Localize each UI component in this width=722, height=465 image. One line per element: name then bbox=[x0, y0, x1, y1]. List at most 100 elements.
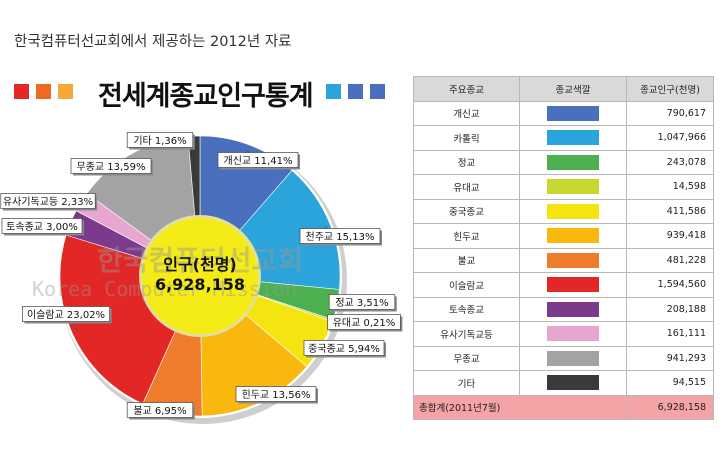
title-square-left-1 bbox=[14, 84, 29, 99]
color-swatch-cell bbox=[519, 174, 627, 200]
title-square-left-2 bbox=[36, 84, 51, 99]
total-value: 6,928,158 bbox=[626, 394, 714, 420]
color-swatch bbox=[547, 350, 599, 366]
color-swatch bbox=[547, 105, 599, 121]
religion-name: 기타 bbox=[413, 370, 520, 396]
color-swatch bbox=[547, 277, 599, 293]
religion-name: 무종교 bbox=[413, 345, 520, 371]
callout-box bbox=[126, 132, 194, 148]
page-caption: 한국컴퓨터선교회에서 제공하는 2012년 자료 bbox=[14, 34, 292, 50]
color-swatch-cell bbox=[519, 125, 627, 151]
table-row: 이슬람교 1,594,560 bbox=[413, 272, 714, 298]
population-value: 939,418 bbox=[626, 223, 714, 249]
table-header-population: 종교인구(천명) bbox=[626, 76, 714, 102]
table-header-row: 주요종교 종교색깔 종교인구(천명) bbox=[413, 76, 714, 102]
table-header-religion: 주요종교 bbox=[413, 76, 520, 102]
title-square-left-3 bbox=[58, 84, 73, 99]
slice-label: 불교 6,95% bbox=[133, 405, 186, 417]
religion-name: 유대교 bbox=[413, 174, 520, 200]
religion-table: 주요종교 종교색깔 종교인구(천명) 개신교 790,617 카톨릭 1,047,96… bbox=[413, 76, 714, 420]
table-header-color: 종교색깔 bbox=[519, 76, 627, 102]
population-value: 481,228 bbox=[626, 247, 714, 273]
callout-box bbox=[1, 218, 83, 234]
slice-label: 정교 3,51% bbox=[335, 297, 388, 309]
population-value: 94,515 bbox=[626, 370, 714, 396]
table-row: 중국종교 411,586 bbox=[413, 198, 714, 224]
slice-label: 중국종교 5,94% bbox=[308, 343, 380, 355]
title-square-right-2 bbox=[348, 84, 363, 99]
color-swatch bbox=[547, 228, 599, 244]
table-row: 무종교 941,293 bbox=[413, 345, 714, 371]
religion-name: 유사기독교등 bbox=[413, 321, 520, 347]
table-row: 유사기독교등 161,111 bbox=[413, 321, 714, 347]
table-row: 불교 481,228 bbox=[413, 247, 714, 273]
slice-label: 개신교 11,41% bbox=[224, 155, 293, 167]
center-circle bbox=[142, 218, 258, 334]
color-swatch bbox=[547, 179, 599, 195]
center-label-title: 인구(천명) bbox=[163, 255, 237, 274]
religion-name: 토속종교 bbox=[413, 296, 520, 322]
callout-box bbox=[235, 386, 317, 402]
table-row: 토속종교 208,188 bbox=[413, 296, 714, 322]
population-value: 941,293 bbox=[626, 345, 714, 371]
slice-label: 무종교 13,59% bbox=[77, 161, 146, 173]
color-swatch bbox=[547, 203, 599, 219]
callout-box bbox=[327, 314, 401, 330]
slice-label: 기타 1,36% bbox=[133, 135, 186, 147]
total-label: 총합계(2011년7월) bbox=[413, 394, 627, 420]
watermark-english: Korea Computer Mission bbox=[32, 277, 297, 301]
color-swatch bbox=[547, 326, 599, 342]
callout-box bbox=[126, 402, 194, 418]
color-swatch-cell bbox=[519, 272, 627, 298]
title-square-right-1 bbox=[326, 84, 341, 99]
population-value: 243,078 bbox=[626, 149, 714, 175]
color-swatch-cell bbox=[519, 296, 627, 322]
population-value: 161,111 bbox=[626, 321, 714, 347]
religion-name: 정교 bbox=[413, 149, 520, 175]
slice-label: 토속종교 3,00% bbox=[6, 221, 78, 233]
callout-box bbox=[0, 193, 96, 209]
watermark-korean: 한국컴퓨터선교회 bbox=[97, 244, 303, 277]
callout-box bbox=[299, 228, 381, 244]
color-swatch bbox=[547, 130, 599, 146]
slice-label: 유사기독교등 2,33% bbox=[3, 196, 93, 208]
color-swatch-cell bbox=[519, 370, 627, 396]
color-swatch-cell bbox=[519, 247, 627, 273]
table-row: 유대교 14,598 bbox=[413, 174, 714, 200]
slice-label: 이슬람교 23,02% bbox=[27, 308, 105, 321]
religion-name: 개신교 bbox=[413, 100, 520, 126]
slice-label: 힌두교 13,56% bbox=[242, 389, 311, 401]
color-swatch-cell bbox=[519, 198, 627, 224]
population-value: 1,594,560 bbox=[626, 272, 714, 298]
color-swatch bbox=[547, 154, 599, 170]
religion-name: 중국종교 bbox=[413, 198, 520, 224]
title-square-right-3 bbox=[370, 84, 385, 99]
callout-box bbox=[22, 306, 110, 322]
callout-box bbox=[303, 340, 385, 356]
color-swatch-cell bbox=[519, 345, 627, 371]
population-value: 14,598 bbox=[626, 174, 714, 200]
population-value: 208,188 bbox=[626, 296, 714, 322]
table-row: 개신교 790,617 bbox=[413, 100, 714, 126]
callout-box bbox=[70, 158, 152, 174]
religion-name: 힌두교 bbox=[413, 223, 520, 249]
color-swatch-cell bbox=[519, 321, 627, 347]
table-total-row: 총합계(2011년7월) 6,928,158 bbox=[413, 394, 714, 420]
slice-label: 유대교 0,21% bbox=[333, 317, 396, 329]
table-row: 카톨릭 1,047,966 bbox=[413, 125, 714, 151]
callout-box bbox=[328, 294, 396, 310]
religion-name: 불교 bbox=[413, 247, 520, 273]
color-swatch bbox=[547, 252, 599, 268]
chart-title-row: 전세계종교인구통계 bbox=[14, 74, 406, 112]
color-swatch bbox=[547, 301, 599, 317]
population-value: 1,047,966 bbox=[626, 125, 714, 151]
chart-title: 전세계종교인구통계 bbox=[98, 81, 314, 112]
color-swatch-cell bbox=[519, 100, 627, 126]
table-row: 기타 94,515 bbox=[413, 370, 714, 396]
religion-name: 카톨릭 bbox=[413, 125, 520, 151]
population-value: 790,617 bbox=[626, 100, 714, 126]
color-swatch-cell bbox=[519, 149, 627, 175]
slice-label: 천주교 15,13% bbox=[306, 231, 375, 243]
color-swatch bbox=[547, 375, 599, 391]
